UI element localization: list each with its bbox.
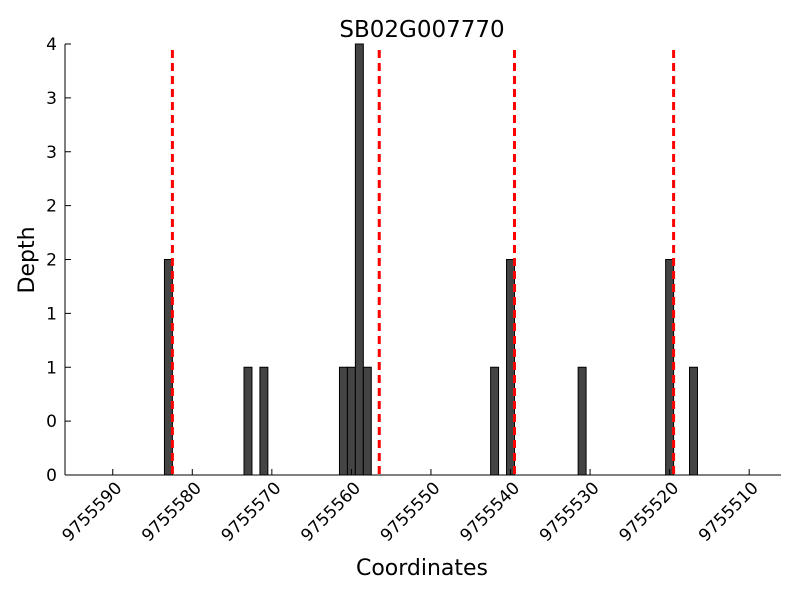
chart-title: SB02G007770 [339,17,504,43]
y-tick-label-0: 0 [46,466,57,486]
bar-5 [354,43,364,476]
y-tick-label-6: 3 [46,143,57,163]
bar-7 [490,366,500,476]
bar-11 [689,366,698,476]
reference-lines-layer [170,50,676,475]
y-tick-label-3: 1 [46,304,57,324]
x-tick-label-7: 9755520 [615,478,683,546]
y-tick-label-8: 4 [46,35,57,55]
x-tick-label-1: 9755580 [138,478,206,546]
bar-6 [362,366,372,476]
y-axis-title: Depth [15,226,40,293]
bar-2 [259,366,269,476]
y-tick-label-7: 3 [46,89,57,109]
y-tick-label-5: 2 [46,197,57,217]
y-tick-label-2: 1 [46,358,57,378]
x-tick-label-6: 9755530 [536,478,604,546]
bars-layer [163,43,698,476]
bar-1 [243,366,253,476]
bar-3 [338,366,348,476]
x-tick-label-2: 9755570 [218,478,286,546]
x-tick-label-5: 9755540 [456,478,524,546]
x-axis-title: Coordinates [356,556,488,581]
x-tick-label-3: 9755560 [297,478,365,546]
bar-4 [346,366,356,476]
x-tick-label-0: 9755590 [59,478,127,546]
x-tick-label-8: 9755510 [695,478,763,546]
bar-9 [577,366,587,476]
y-tick-label-4: 2 [46,251,57,271]
x-tick-label-4: 9755550 [377,478,445,546]
y-tick-label-1: 0 [46,412,57,432]
